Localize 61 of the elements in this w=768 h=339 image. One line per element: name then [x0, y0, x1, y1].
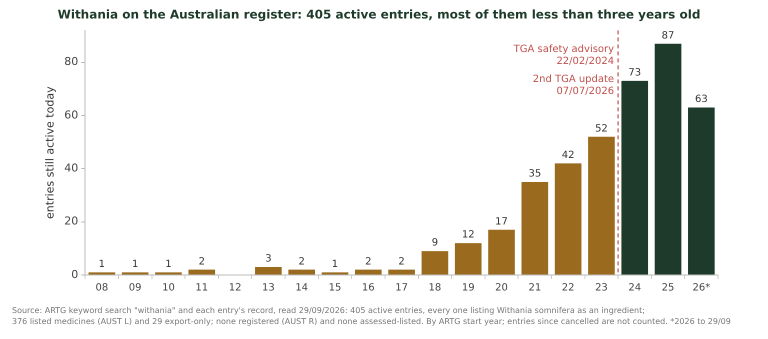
data-label: 42 [562, 150, 574, 161]
x-tick-label: 25 [662, 282, 674, 294]
y-axis-title: entries still active today [43, 86, 56, 219]
data-label: 1 [165, 258, 172, 270]
bar [388, 270, 415, 274]
y-tick-label: 20 [64, 214, 78, 228]
data-label: 35 [528, 168, 542, 180]
x-tick-label: 18 [428, 282, 442, 294]
bar [621, 80, 648, 274]
x-tick-label: 12 [228, 282, 242, 294]
data-label: 1 [132, 258, 138, 270]
data-label: 2 [398, 256, 405, 268]
data-label: 2 [198, 256, 205, 268]
source-note: Source: ARTG keyword search "withania" and each entry's record, read 29/09/2026: 405 active entries, every one listing Withania somnifera as an ingredient; 376 listed medicines (AUST L) and 29 export-only; none registered (AUST R) and none assessed-listed. By ARTG start year; entries since cancelled are not counted. *2026 to 29/09 [12, 306, 731, 326]
data-label: 2 [365, 256, 372, 268]
bar [488, 230, 515, 274]
chart-title: Withania on the Australian register: 405 active entries, most of them less than three years old [58, 7, 700, 22]
data-label: 73 [628, 68, 642, 79]
data-label: 63 [694, 94, 708, 106]
data-label: 3 [265, 254, 272, 265]
bar [654, 44, 682, 274]
x-tick-label: 13 [262, 282, 275, 294]
x-tick-label: 09 [128, 282, 142, 294]
data-label: 9 [432, 238, 438, 249]
ref-line-label: TGA safety advisory 22/02/2024 [512, 44, 614, 67]
x-tick-label: 10 [162, 282, 175, 294]
annotation: 2nd TGA update 07/07/2026 [532, 74, 614, 97]
bar [255, 267, 282, 274]
data-label: 12 [462, 230, 475, 241]
data-label: 87 [662, 30, 674, 42]
x-tick-label: 20 [495, 282, 508, 294]
data-label: 1 [332, 258, 338, 270]
y-tick-label: 0 [71, 268, 78, 281]
x-tick-label: 11 [195, 282, 208, 294]
data-label: 17 [495, 216, 508, 228]
bar [422, 251, 448, 274]
y-tick-label: 60 [64, 108, 78, 122]
bar [588, 136, 615, 274]
bar [688, 108, 715, 274]
x-tick-label: 19 [462, 282, 475, 294]
data-label: 1 [98, 258, 106, 270]
bar [554, 163, 582, 274]
y-tick-label: 80 [64, 55, 78, 68]
bar [188, 270, 216, 274]
data-label: 52 [595, 123, 608, 134]
x-tick-label: 17 [395, 282, 408, 294]
x-tick-label: 15 [328, 282, 342, 294]
bar [522, 182, 548, 274]
x-tick-label: 14 [295, 282, 308, 294]
x-tick-label: 22 [562, 282, 574, 294]
bar [454, 243, 482, 274]
x-tick-label: 24 [628, 282, 642, 294]
bar [354, 270, 382, 274]
y-tick-label: 40 [64, 162, 78, 175]
x-tick-label: 08 [95, 282, 108, 294]
x-tick-label: 21 [528, 282, 542, 294]
x-tick-label: 16 [362, 282, 375, 294]
x-tick-label: 23 [595, 282, 608, 294]
bar [288, 270, 316, 274]
data-label: 2 [298, 256, 305, 268]
x-tick-label: 26* [692, 282, 710, 294]
